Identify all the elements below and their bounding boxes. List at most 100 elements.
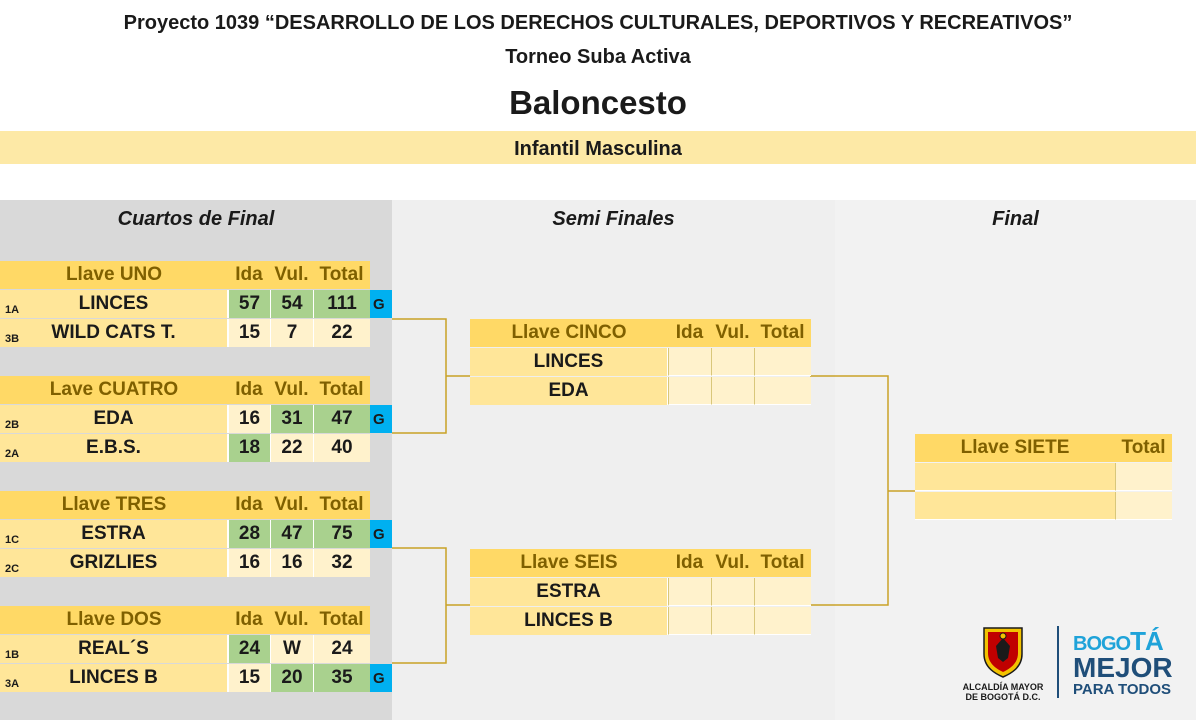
seed-label: 1C: [5, 534, 20, 546]
score-total: 111: [313, 290, 370, 318]
score-total: [754, 348, 811, 376]
team-row-name: ESTRA: [470, 578, 668, 606]
round-label-quarters: Cuartos de Final: [117, 208, 275, 230]
connector-uno: [392, 318, 447, 434]
col-header-total: Total: [754, 549, 811, 577]
col-header-total: Total: [754, 319, 811, 347]
score-vul: [711, 607, 754, 635]
brand-bottom: PARA TODOS: [1073, 681, 1172, 698]
col-header-ida: Ida: [228, 606, 270, 634]
score-total: 75: [313, 520, 370, 548]
score-ida: 16: [228, 549, 270, 577]
sport-title: Baloncesto: [509, 84, 687, 121]
score-total: 22: [313, 319, 370, 347]
score-vul: 54: [270, 290, 313, 318]
brand-mid: MEJOR: [1073, 652, 1173, 683]
winner-badge: G: [370, 405, 392, 433]
score-total: 47: [313, 405, 370, 433]
col-header-vul: Vul.: [270, 491, 313, 519]
score-vul: 16: [270, 549, 313, 577]
tournament-name: Torneo Suba Activa: [505, 46, 691, 68]
bracket-title: Llave SEIS: [470, 549, 668, 577]
brand-top-small: BOGO: [1073, 633, 1131, 655]
team-row-name: EDA: [0, 405, 228, 433]
team-row-name: WILD CATS T.: [0, 319, 228, 347]
score-ida: 18: [228, 434, 270, 462]
seed-label: 2B: [5, 419, 20, 431]
team-row-name: LINCES B: [470, 607, 668, 635]
winner-badge: G: [370, 520, 392, 548]
score-ida: [668, 578, 711, 606]
col-header-ida: Ida: [668, 549, 711, 577]
col-header-vul: Vul.: [270, 261, 313, 289]
connector-semis: [810, 375, 889, 606]
brand-top-large: TÁ: [1130, 626, 1164, 656]
seed-label: 2C: [5, 563, 20, 575]
score-vul: 7: [270, 319, 313, 347]
score-total: [1115, 492, 1172, 520]
seed-label: 3A: [5, 678, 20, 690]
bracket-title: Llave SIETE: [915, 434, 1115, 462]
score-vul: [711, 377, 754, 405]
score-total: 35: [313, 664, 370, 692]
bracket-title: Lave CUATRO: [0, 376, 228, 404]
team-row-name: [915, 492, 1115, 520]
bracket-title: Llave CINCO: [470, 319, 668, 347]
connector-tres: [392, 547, 447, 664]
col-header-total: Total: [313, 261, 370, 289]
seed-label: 2A: [5, 448, 20, 460]
score-ida: 28: [228, 520, 270, 548]
score-vul: W: [270, 635, 313, 663]
alcaldia-line-2: DE BOGOTÁ D.C.: [965, 692, 1041, 702]
category-label: Infantil Masculina: [514, 138, 682, 160]
score-total: 24: [313, 635, 370, 663]
seed-label: 1A: [5, 304, 20, 316]
winner-badge: G: [370, 290, 392, 318]
col-header-vul: Vul.: [270, 606, 313, 634]
score-ida: [668, 377, 711, 405]
score-total: 32: [313, 549, 370, 577]
score-ida: 15: [228, 664, 270, 692]
brand-top: BOGOTÁ: [1073, 628, 1173, 654]
team-row-name: [915, 463, 1115, 491]
score-vul: 47: [270, 520, 313, 548]
alcaldia-line-1: ALCALDÍA MAYOR: [962, 682, 1044, 692]
col-header-vul: Vul.: [711, 319, 754, 347]
score-total: [754, 578, 811, 606]
col-header-vul: Vul.: [711, 549, 754, 577]
score-ida: [668, 607, 711, 635]
team-row-name: LINCES B: [0, 664, 228, 692]
score-ida: 24: [228, 635, 270, 663]
col-header-total: Total: [313, 491, 370, 519]
score-total: [754, 607, 811, 635]
round-label-semis: Semi Finales: [552, 208, 675, 230]
project-title: Proyecto 1039 “DESARROLLO DE LOS DERECHO…: [123, 12, 1073, 34]
score-vul: [711, 348, 754, 376]
col-header-ida: Ida: [228, 491, 270, 519]
team-row-name: GRIZLIES: [0, 549, 228, 577]
seed-label: 3B: [5, 333, 20, 345]
bogota-brand: BOGOTÁ MEJOR PARA TODOS: [1073, 628, 1173, 697]
col-header-ida: Ida: [668, 319, 711, 347]
logo-divider: [1057, 626, 1059, 698]
bogota-shield-icon: [983, 627, 1023, 678]
score-vul: 31: [270, 405, 313, 433]
score-ida: 15: [228, 319, 270, 347]
team-row-name: LINCES: [0, 290, 228, 318]
team-row-name: E.B.S.: [0, 434, 228, 462]
col-header-total: Total: [313, 606, 370, 634]
bracket-title: Llave TRES: [0, 491, 228, 519]
alcaldia-text: ALCALDÍA MAYOR DE BOGOTÁ D.C.: [955, 682, 1051, 702]
team-row-name: LINCES: [470, 348, 668, 376]
winner-badge: G: [370, 664, 392, 692]
score-total: [1115, 463, 1172, 491]
score-ida: 16: [228, 405, 270, 433]
score-total: [754, 377, 811, 405]
col-header-ida: Ida: [228, 261, 270, 289]
bracket-title: Llave UNO: [0, 261, 228, 289]
col-header-total: Total: [313, 376, 370, 404]
bracket-title: Llave DOS: [0, 606, 228, 634]
score-vul: 22: [270, 434, 313, 462]
score-ida: [668, 348, 711, 376]
